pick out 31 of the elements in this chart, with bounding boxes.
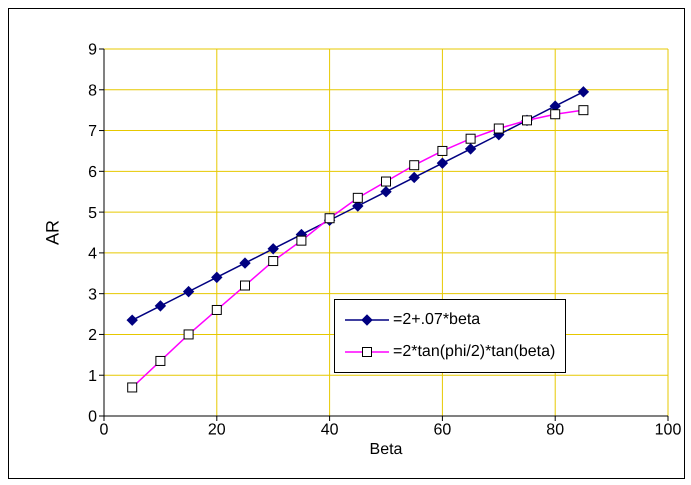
point [126, 314, 138, 326]
point [240, 258, 250, 269]
y-tick-label: 5 [88, 204, 98, 222]
x-tick-label: 60 [434, 421, 452, 438]
point [408, 172, 420, 183]
y-tick-label: 8 [88, 82, 98, 100]
point [211, 272, 222, 283]
x-tick-label: 80 [546, 421, 564, 438]
x-tick-label: 100 [654, 421, 682, 438]
x-tick-label: 40 [320, 421, 339, 438]
point [465, 143, 476, 154]
y-tick-label: 0 [88, 408, 98, 426]
point [154, 300, 166, 312]
point [380, 186, 392, 198]
x-tick-label: 0 [100, 421, 109, 438]
point [268, 243, 279, 254]
point [578, 86, 589, 98]
x-axis-title: Beta [370, 441, 403, 458]
y-tick-label: 3 [88, 286, 98, 304]
point [436, 158, 448, 169]
y-tick-label: 6 [88, 164, 98, 182]
y-tick-label: 7 [88, 123, 98, 140]
x-tick-label: 20 [208, 421, 226, 438]
y-axis-title: AR [42, 220, 62, 246]
y-tick-label: 2 [88, 327, 98, 344]
y-tick-label: 9 [88, 42, 98, 59]
y-tick-label: 4 [88, 246, 98, 263]
legend-label: =2+.07*beta [393, 311, 480, 329]
legend-label: =2*tan(phi/2)*tan(beta) [393, 343, 556, 361]
point [183, 286, 194, 298]
y-tick-label: 1 [88, 368, 98, 385]
